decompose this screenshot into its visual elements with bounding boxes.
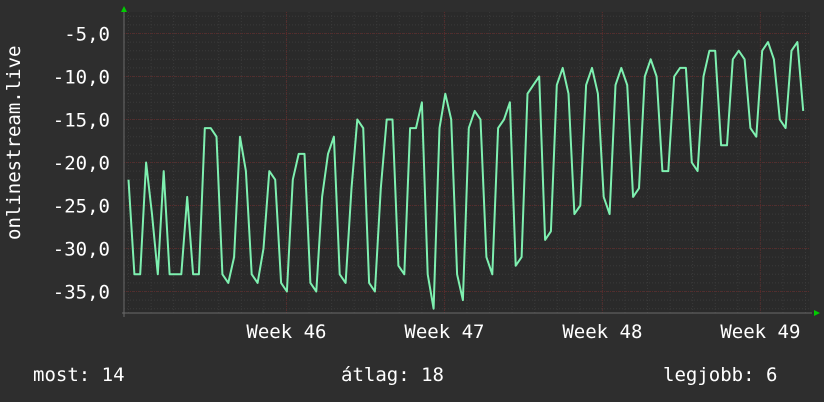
- y-tick-label: -35,0: [53, 282, 110, 304]
- y-axis-label: onlinestream.live: [3, 45, 25, 240]
- x-tick-label: Week 47: [404, 321, 484, 343]
- x-axis-arrow-icon: [814, 310, 820, 316]
- series: [127, 41, 805, 310]
- axis-arrows: [121, 6, 820, 317]
- x-tick-label: Week 46: [246, 321, 326, 343]
- y-tick-label: -25,0: [53, 196, 110, 218]
- max-value: legjobb: 6: [663, 364, 778, 386]
- y-tick-label: -30,0: [53, 239, 110, 261]
- y-axis-arrow-icon: [121, 6, 127, 12]
- x-axis-ticks: Week 46 Week 47 Week 48 Week 49: [246, 321, 800, 343]
- y-axis-ticks: -5,0 -10,0 -15,0 -20,0 -25,0 -30,0 -35,0: [53, 24, 110, 304]
- current-value: most: 14: [33, 364, 125, 386]
- y-tick-label: -10,0: [53, 67, 110, 89]
- y-tick-label: -20,0: [53, 153, 110, 175]
- average-value: átlag: 18: [341, 364, 444, 386]
- x-tick-label: Week 49: [720, 321, 800, 343]
- y-tick-label: -5,0: [64, 24, 110, 46]
- y-tick-label: -15,0: [53, 110, 110, 132]
- series-line: [127, 41, 805, 310]
- x-tick-label: Week 48: [562, 321, 642, 343]
